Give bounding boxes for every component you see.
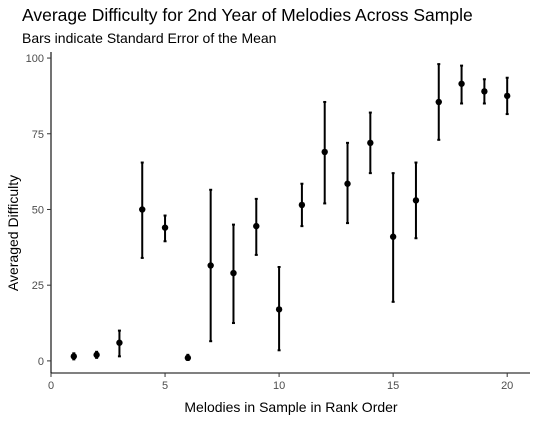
data-point bbox=[70, 353, 78, 360]
data-point bbox=[116, 339, 123, 346]
axes: 0 25 50 75 100 0 5 10 15 20 bbox=[26, 52, 530, 392]
y-tick-label: 0 bbox=[38, 356, 44, 368]
data-point bbox=[458, 80, 465, 87]
data-point bbox=[321, 148, 328, 156]
x-axis-title: Melodies in Sample in Rank Order bbox=[184, 399, 398, 415]
data-point bbox=[184, 354, 192, 362]
data-point bbox=[367, 139, 374, 147]
data-point bbox=[139, 206, 146, 213]
data-point bbox=[93, 351, 100, 359]
data-point bbox=[389, 233, 397, 240]
y-tick-label: 25 bbox=[32, 280, 44, 292]
chart-marks bbox=[70, 63, 511, 362]
data-point bbox=[412, 197, 420, 204]
chart-title: Average Difficulty for 2nd Year of Melod… bbox=[22, 5, 473, 25]
data-point bbox=[253, 222, 260, 230]
y-tick-label: 100 bbox=[26, 53, 44, 65]
x-tick-label: 5 bbox=[162, 380, 168, 392]
x-tick-label: 20 bbox=[501, 380, 513, 392]
x-tick-label: 10 bbox=[273, 380, 285, 392]
chart-subtitle: Bars indicate Standard Error of the Mean bbox=[22, 30, 277, 46]
data-point bbox=[275, 306, 283, 313]
data-point bbox=[298, 201, 306, 209]
data-point bbox=[503, 92, 511, 100]
x-tick-label: 15 bbox=[387, 380, 399, 392]
data-point bbox=[344, 180, 351, 187]
y-axis-title: Averaged Difficulty bbox=[5, 175, 21, 291]
data-point bbox=[161, 224, 169, 231]
y-tick-label: 50 bbox=[32, 204, 44, 216]
data-point bbox=[230, 269, 237, 277]
data-point bbox=[435, 98, 442, 106]
data-point bbox=[481, 88, 488, 95]
data-point bbox=[207, 262, 214, 269]
y-tick-label: 75 bbox=[32, 129, 44, 141]
x-tick-label: 0 bbox=[48, 380, 54, 392]
